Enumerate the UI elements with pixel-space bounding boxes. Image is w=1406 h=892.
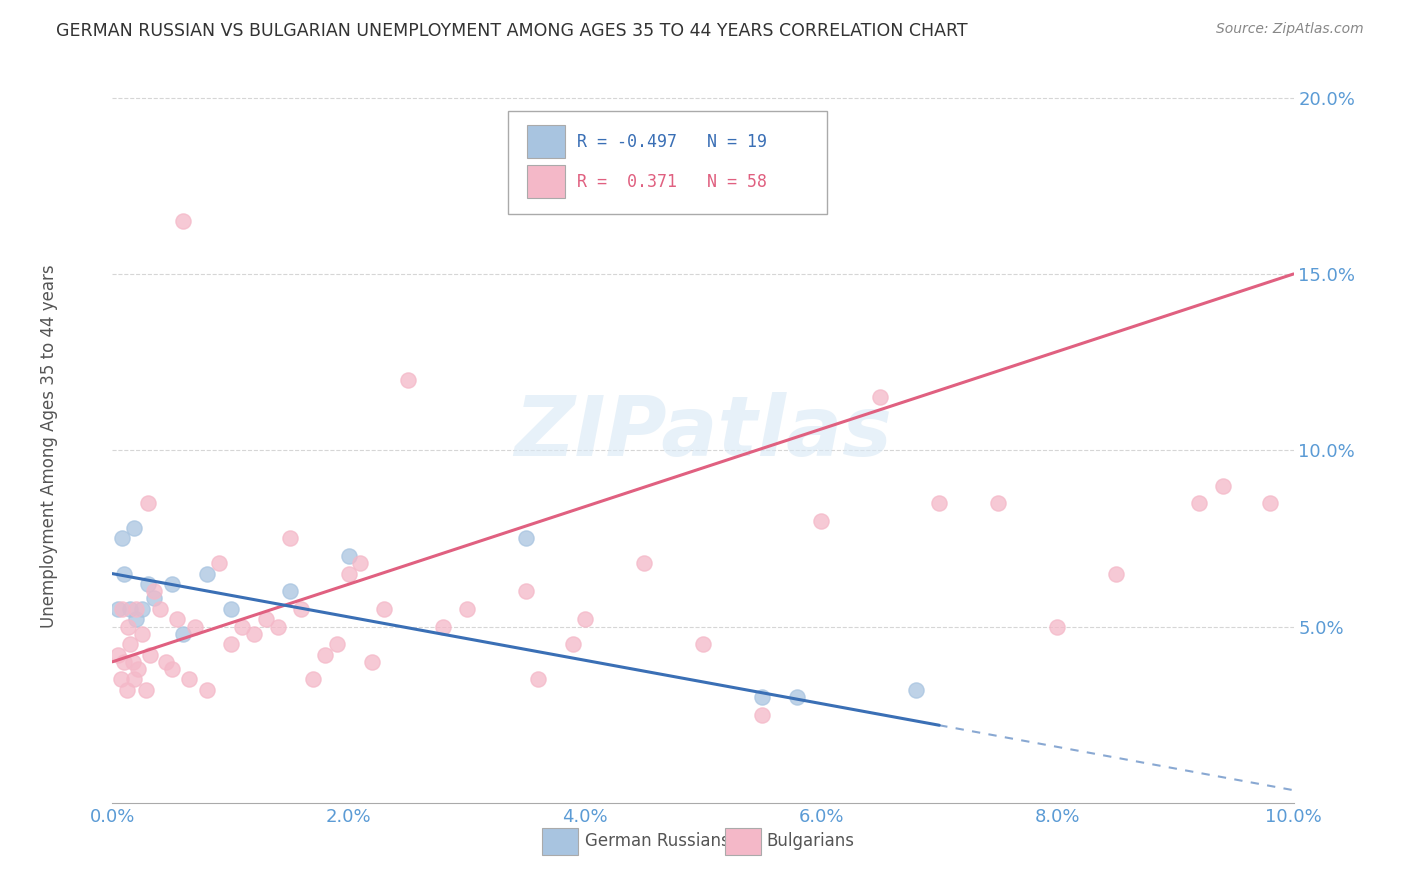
Point	[107, 648, 129, 662]
Point	[1188, 496, 1211, 510]
Point	[172, 626, 194, 640]
Point	[131, 626, 153, 640]
Point	[278, 532, 301, 546]
Point	[122, 521, 145, 535]
Point	[810, 514, 832, 528]
FancyBboxPatch shape	[527, 165, 565, 198]
Text: Source: ZipAtlas.com: Source: ZipAtlas.com	[1216, 22, 1364, 37]
Point	[314, 648, 336, 662]
Point	[786, 690, 808, 704]
Text: Bulgarians: Bulgarians	[766, 832, 855, 850]
Point	[243, 626, 266, 640]
Point	[302, 673, 325, 687]
Point	[125, 602, 148, 616]
Point	[1258, 496, 1281, 510]
FancyBboxPatch shape	[527, 126, 565, 158]
FancyBboxPatch shape	[508, 111, 827, 214]
FancyBboxPatch shape	[725, 828, 761, 855]
Point	[115, 683, 138, 698]
Point	[751, 707, 773, 722]
Point	[136, 577, 159, 591]
Point	[515, 532, 537, 546]
Point	[172, 214, 194, 228]
Point	[184, 619, 207, 633]
Point	[120, 637, 142, 651]
Point	[337, 566, 360, 581]
Point	[526, 673, 548, 687]
Point	[195, 683, 218, 698]
Point	[456, 602, 478, 616]
Point	[142, 584, 165, 599]
Point	[160, 577, 183, 591]
Text: R =  0.371   N = 58: R = 0.371 N = 58	[576, 173, 766, 191]
Point	[149, 602, 172, 616]
Point	[904, 683, 927, 698]
Point	[432, 619, 454, 633]
Point	[208, 556, 231, 570]
Point	[111, 602, 134, 616]
Point	[1105, 566, 1128, 581]
Point	[254, 612, 277, 626]
Point	[135, 683, 157, 698]
Point	[326, 637, 349, 651]
Point	[987, 496, 1010, 510]
FancyBboxPatch shape	[543, 828, 578, 855]
Point	[131, 602, 153, 616]
Point	[117, 619, 139, 633]
Point	[692, 637, 714, 651]
Point	[1212, 478, 1234, 492]
Point	[142, 591, 165, 606]
Point	[349, 556, 371, 570]
Point	[361, 655, 384, 669]
Point	[574, 612, 596, 626]
Point	[112, 655, 135, 669]
Text: GERMAN RUSSIAN VS BULGARIAN UNEMPLOYMENT AMONG AGES 35 TO 44 YEARS CORRELATION C: GERMAN RUSSIAN VS BULGARIAN UNEMPLOYMENT…	[56, 22, 967, 40]
Point	[107, 602, 129, 616]
Point	[179, 673, 201, 687]
Point	[127, 662, 149, 676]
Point	[111, 532, 134, 546]
Point	[139, 648, 162, 662]
Text: Unemployment Among Ages 35 to 44 years: Unemployment Among Ages 35 to 44 years	[41, 264, 58, 628]
Text: R = -0.497   N = 19: R = -0.497 N = 19	[576, 133, 766, 151]
Point	[110, 673, 132, 687]
Point	[166, 612, 188, 626]
Text: ZIPatlas: ZIPatlas	[515, 392, 891, 473]
Point	[120, 602, 142, 616]
Point	[219, 637, 242, 651]
Point	[562, 637, 585, 651]
Point	[337, 549, 360, 563]
Text: German Russians: German Russians	[585, 832, 730, 850]
Point	[155, 655, 177, 669]
Point	[869, 390, 891, 404]
Point	[515, 584, 537, 599]
Point	[122, 673, 145, 687]
Point	[160, 662, 183, 676]
Point	[633, 556, 655, 570]
Point	[278, 584, 301, 599]
Point	[112, 566, 135, 581]
Point	[231, 619, 253, 633]
Point	[219, 602, 242, 616]
Point	[121, 655, 143, 669]
Point	[396, 373, 419, 387]
Point	[136, 496, 159, 510]
Point	[125, 612, 148, 626]
Point	[267, 619, 290, 633]
Point	[751, 690, 773, 704]
Point	[195, 566, 218, 581]
Point	[1046, 619, 1069, 633]
Point	[928, 496, 950, 510]
Point	[373, 602, 395, 616]
Point	[290, 602, 312, 616]
